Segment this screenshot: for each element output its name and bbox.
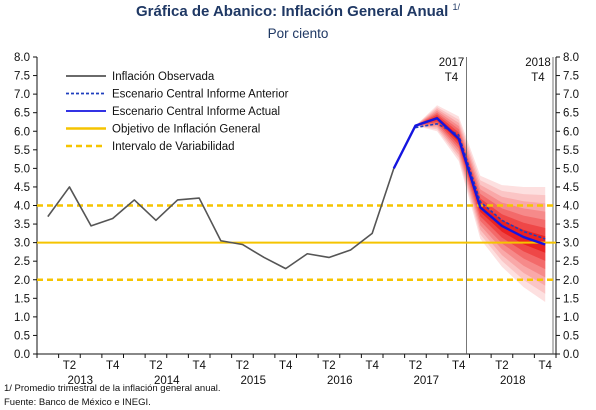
x-tick-label: T4 xyxy=(192,360,206,372)
year-label: 2015 xyxy=(240,375,266,387)
y-tick-label-right: 7.0 xyxy=(563,89,579,101)
legend-label: Intervalo de Variabilidad xyxy=(112,141,235,153)
x-tick-label: T4 xyxy=(279,360,293,372)
chart-title-text: Gráfica de Abanico: Inflación General An… xyxy=(136,3,449,20)
year-label: 2014 xyxy=(154,375,180,387)
x-tick-label: T4 xyxy=(452,360,466,372)
y-tick-label-right: 0.0 xyxy=(563,349,579,361)
y-tick-label-left: 4.5 xyxy=(14,182,30,194)
y-tick-label-left: 8.0 xyxy=(14,52,30,64)
y-tick-label-left: 7.5 xyxy=(14,71,30,83)
y-tick-label-left: 6.5 xyxy=(14,108,30,120)
footnote-source: Fuente: Banco de México e INEGI. xyxy=(4,397,151,408)
y-tick-label-left: 0.0 xyxy=(14,349,30,361)
x-tick-label: T2 xyxy=(322,360,335,372)
series-line-2 xyxy=(392,117,546,246)
legend-label: Escenario Central Informe Actual xyxy=(112,106,280,118)
chart-subtitle: Por ciento xyxy=(267,26,329,41)
y-tick-label-right: 4.0 xyxy=(563,201,579,213)
y-tick-label-right: 3.0 xyxy=(563,238,579,250)
x-tick-label: T4 xyxy=(538,360,552,372)
y-tick-label-left: 4.0 xyxy=(14,201,30,213)
chart-title: Gráfica de Abanico: Inflación General An… xyxy=(0,2,596,20)
y-tick-label-right: 4.5 xyxy=(563,182,579,194)
y-tick-label-left: 5.0 xyxy=(14,163,30,175)
y-tick-label-right: 7.5 xyxy=(563,71,579,83)
y-tick-label-right: 1.0 xyxy=(563,312,579,324)
y-tick-label-left: 6.0 xyxy=(14,126,30,138)
year-label: 2018 xyxy=(500,375,526,387)
legend-label: Objetivo de Inflación General xyxy=(112,124,260,136)
legend-label: Inflación Observada xyxy=(112,71,215,83)
marker-year-2017: 2017 xyxy=(439,57,465,69)
y-tick-label-right: 6.5 xyxy=(563,108,579,120)
y-tick-label-left: 1.5 xyxy=(14,293,30,305)
marker-quarter-2018: T4 xyxy=(531,72,545,84)
x-tick-label: T2 xyxy=(495,360,508,372)
y-tick-label-right: 0.5 xyxy=(563,330,579,342)
x-tick-label: T4 xyxy=(106,360,120,372)
x-tick-label: T2 xyxy=(236,360,249,372)
y-tick-label-right: 5.0 xyxy=(563,163,579,175)
year-label: 2016 xyxy=(327,375,353,387)
x-tick-label: T2 xyxy=(63,360,76,372)
y-tick-label-right: 2.0 xyxy=(563,275,579,287)
x-tick-label: T4 xyxy=(365,360,379,372)
y-tick-label-right: 1.5 xyxy=(563,293,579,305)
x-tick-label: T2 xyxy=(149,360,162,372)
y-tick-label-left: 2.5 xyxy=(14,256,30,268)
y-tick-label-left: 7.0 xyxy=(14,89,30,101)
y-tick-label-left: 5.5 xyxy=(14,145,30,157)
year-label: 2013 xyxy=(67,375,93,387)
title-footnote-mark: 1/ xyxy=(452,2,460,12)
legend-label: Escenario Central Informe Anterior xyxy=(112,89,289,101)
year-label: 2017 xyxy=(413,375,439,387)
marker-quarter-2017: T4 xyxy=(445,72,459,84)
y-tick-label-left: 1.0 xyxy=(14,312,30,324)
marker-year-2018: 2018 xyxy=(525,57,551,69)
y-tick-label-right: 2.5 xyxy=(563,256,579,268)
y-tick-label-left: 2.0 xyxy=(14,275,30,287)
y-tick-label-right: 3.5 xyxy=(563,219,579,231)
y-tick-label-left: 0.5 xyxy=(14,330,30,342)
y-tick-label-left: 3.5 xyxy=(14,219,30,231)
y-tick-label-right: 5.5 xyxy=(563,145,579,157)
series-line-0 xyxy=(47,125,417,270)
footnote-1: 1/ Promedio trimestral de la inflación g… xyxy=(4,383,221,394)
y-tick-label-right: 6.0 xyxy=(563,126,579,138)
series-line-1 xyxy=(415,123,546,240)
x-tick-label: T2 xyxy=(409,360,422,372)
y-tick-label-left: 3.0 xyxy=(14,238,30,250)
y-tick-label-right: 8.0 xyxy=(563,52,579,64)
fan-band-2 xyxy=(415,114,546,261)
